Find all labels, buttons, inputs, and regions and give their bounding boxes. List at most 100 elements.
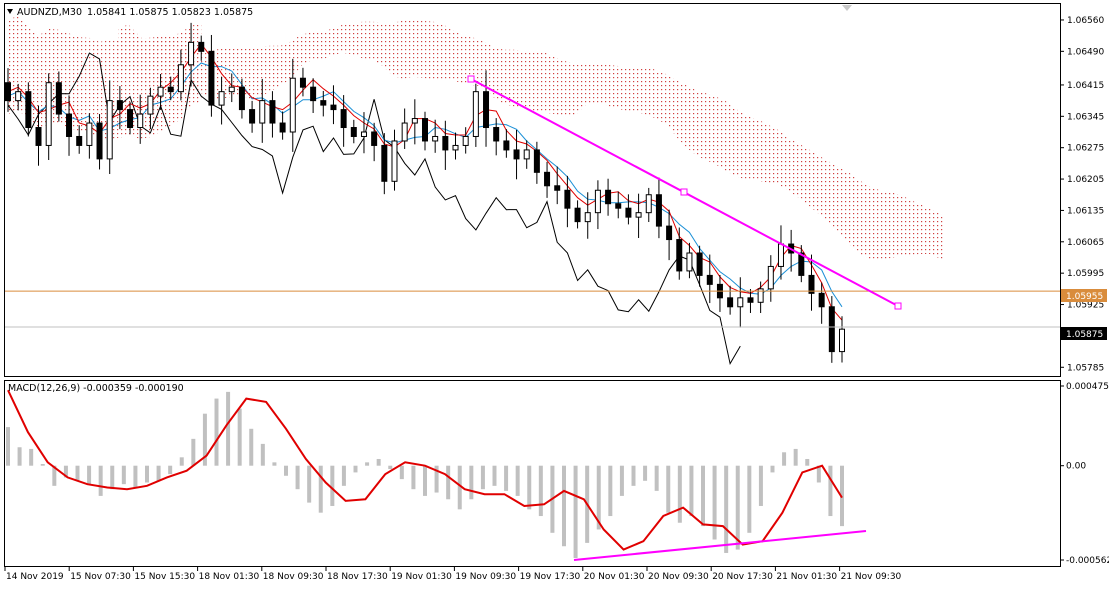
time-tick-label: 21 Nov 01:30 bbox=[776, 572, 837, 582]
macd-bar bbox=[226, 391, 231, 466]
macd-bar bbox=[515, 465, 520, 496]
candle bbox=[808, 254, 815, 311]
chikou-span bbox=[7, 52, 741, 365]
candle bbox=[371, 122, 378, 162]
hline-price-label: 1.05955 bbox=[1066, 292, 1103, 302]
macd-axis: 0.000475 0.00 -0.000562 bbox=[1060, 382, 1109, 566]
trendline-anchor-middle[interactable] bbox=[680, 188, 688, 196]
macd-bar bbox=[353, 465, 358, 473]
time-axis[interactable]: 14 Nov 2019 15 Nov 07:30 15 Nov 15:30 18 No… bbox=[4, 567, 902, 582]
macd-bar bbox=[677, 465, 682, 523]
price-tick-label: 1.06345 bbox=[1067, 112, 1104, 122]
candle bbox=[391, 129, 398, 191]
candle bbox=[411, 99, 418, 145]
macd-bar bbox=[712, 465, 717, 540]
candle bbox=[706, 254, 713, 304]
candle bbox=[686, 242, 693, 279]
macd-bar bbox=[284, 465, 288, 476]
chart-shift-marker-icon[interactable] bbox=[842, 5, 852, 11]
candle bbox=[289, 58, 296, 152]
price-tick-label: 1.05925 bbox=[1067, 301, 1104, 311]
price-axis[interactable]: 1.06560 1.06490 1.06415 1.06345 1.06275 1.062… bbox=[1060, 16, 1104, 373]
macd-bar bbox=[573, 465, 578, 558]
macd-bar bbox=[747, 465, 752, 533]
candle bbox=[360, 112, 367, 154]
candle bbox=[767, 255, 774, 302]
macd-bar bbox=[423, 465, 427, 496]
trendline-anchor-end[interactable] bbox=[894, 302, 902, 310]
candle bbox=[96, 114, 103, 170]
macd-bar bbox=[17, 447, 22, 466]
price-tick-label: 1.06275 bbox=[1067, 144, 1104, 154]
trendline-anchor-start[interactable] bbox=[467, 75, 475, 83]
candle bbox=[167, 76, 174, 101]
macd-bar bbox=[446, 465, 451, 500]
candle bbox=[727, 285, 734, 315]
time-tick-label: 15 Nov 15:30 bbox=[134, 572, 195, 582]
candle bbox=[483, 70, 490, 147]
macd-bar bbox=[110, 465, 115, 490]
hline-price-badge bbox=[1061, 289, 1107, 302]
price-tick-label: 1.06135 bbox=[1067, 206, 1104, 216]
time-tick-label: 15 Nov 07:30 bbox=[70, 572, 131, 582]
candle bbox=[523, 140, 530, 169]
macd-panel-frame bbox=[4, 380, 1061, 567]
macd-bar bbox=[816, 465, 821, 483]
macd-bar bbox=[793, 448, 798, 466]
macd-bar bbox=[156, 465, 161, 481]
macd-tick-label: 0.000475 bbox=[1066, 382, 1109, 392]
candle bbox=[188, 22, 195, 87]
macd-signal-line bbox=[7, 389, 843, 551]
macd-bar bbox=[631, 465, 636, 486]
macd-tick-label: 0.00 bbox=[1066, 462, 1086, 472]
time-tick-label: 19 Nov 01:30 bbox=[391, 572, 452, 582]
candle bbox=[177, 49, 184, 101]
ichimoku-cloud bbox=[8, 15, 945, 263]
time-tick-label: 18 Nov 17:30 bbox=[327, 572, 388, 582]
macd-bar bbox=[805, 458, 810, 466]
candle bbox=[442, 120, 449, 170]
candle bbox=[635, 193, 642, 238]
candle bbox=[645, 187, 652, 223]
candle bbox=[737, 277, 744, 328]
candle bbox=[25, 82, 32, 137]
candle bbox=[432, 119, 439, 153]
menu-triangle-icon[interactable] bbox=[7, 9, 13, 14]
candle bbox=[666, 209, 673, 261]
time-tick-label: 19 Nov 17:30 bbox=[520, 572, 581, 582]
candle bbox=[208, 34, 215, 117]
macd-bar bbox=[121, 465, 126, 485]
price-tick-label: 1.06205 bbox=[1067, 175, 1104, 185]
macd-bar bbox=[202, 413, 207, 466]
macd-bar bbox=[596, 465, 601, 530]
candle bbox=[310, 78, 317, 113]
candle bbox=[839, 316, 845, 363]
macd-bar bbox=[191, 438, 196, 466]
candle bbox=[279, 111, 286, 140]
candle bbox=[45, 73, 52, 161]
time-tick-label: 21 Nov 09:30 bbox=[841, 572, 902, 582]
candle bbox=[340, 95, 347, 147]
macd-bar bbox=[643, 465, 648, 481]
candle bbox=[533, 141, 540, 184]
candle bbox=[320, 90, 327, 117]
candle bbox=[757, 281, 764, 314]
macd-divergence-line[interactable] bbox=[573, 530, 867, 561]
macd-bar bbox=[75, 465, 80, 481]
candle bbox=[147, 87, 154, 130]
candle bbox=[564, 175, 571, 228]
macd-title: MACD(12,26,9) -0.000359 -0.000190 bbox=[8, 383, 184, 394]
macd-bar bbox=[29, 448, 34, 466]
time-tick-label: 18 Nov 09:30 bbox=[263, 572, 324, 582]
current-price-badge bbox=[1061, 327, 1107, 340]
macd-bar bbox=[527, 465, 532, 510]
macd-bar bbox=[538, 465, 543, 517]
candle bbox=[676, 227, 683, 280]
macd-bar bbox=[365, 462, 370, 466]
trendline[interactable] bbox=[467, 75, 902, 310]
candle bbox=[350, 119, 357, 144]
candle bbox=[493, 118, 500, 156]
candle bbox=[696, 245, 703, 287]
